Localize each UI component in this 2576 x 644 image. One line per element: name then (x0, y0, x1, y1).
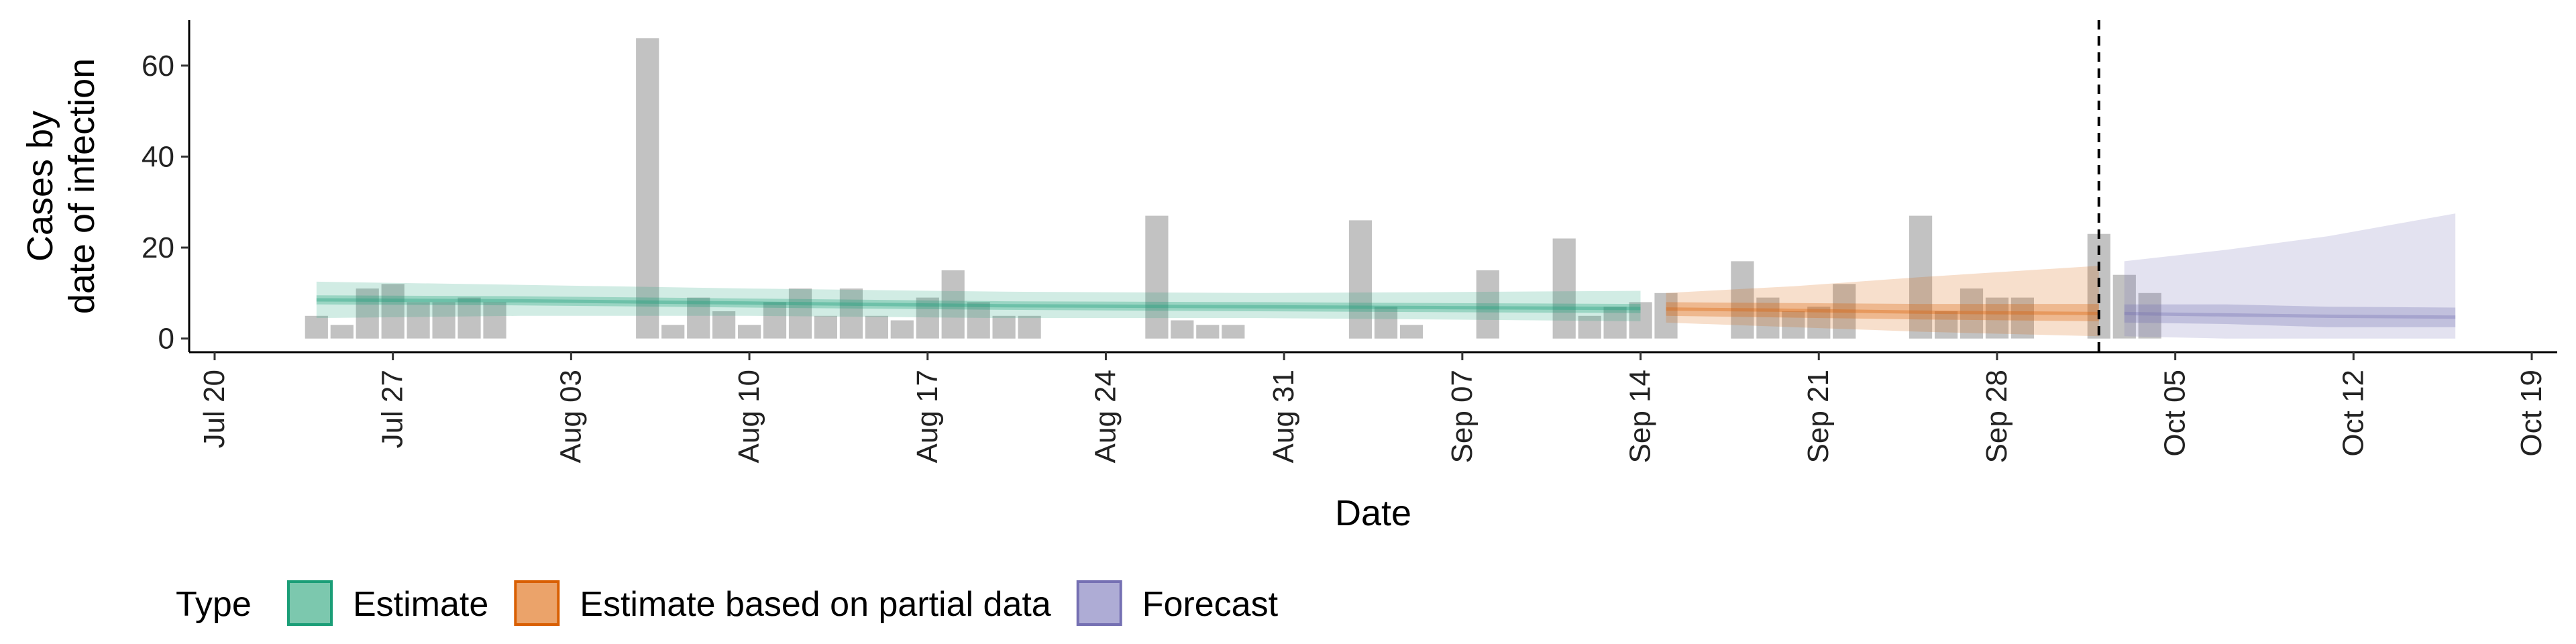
legend: Type Estimate Estimate based on partial da… (176, 580, 1279, 626)
bar (1018, 315, 1041, 339)
bar (1935, 311, 1958, 339)
bar (2010, 297, 2034, 339)
bar (330, 325, 354, 339)
y-axis-title-line: date of infection (62, 58, 102, 314)
y-axis-title: Cases by date of infection (20, 58, 102, 314)
bar (2138, 292, 2161, 339)
estimate-based-on-partial-data-ribbon-50 (1666, 302, 2099, 321)
estimate-ribbon-90 (316, 281, 1641, 321)
bar (1731, 261, 1754, 339)
bar (839, 288, 863, 339)
bar (712, 311, 736, 339)
bar (1654, 292, 1678, 339)
legend-title: Type (176, 585, 252, 624)
x-tick-label: Sep 07 (1446, 370, 1479, 463)
estimate-based-on-partial-data-median-line (1666, 307, 2099, 315)
bars-layer (305, 38, 2161, 339)
bar (1782, 311, 1805, 339)
bar (407, 302, 430, 339)
bar (1145, 215, 1169, 339)
axes: 0 20 40 60 Jul 20 Jul 27 Aug 03 Aug 10 Aug 17 Aug… (142, 20, 2557, 463)
bar (687, 297, 710, 339)
bar (1909, 215, 1933, 339)
bar (1171, 320, 1194, 339)
bar (1552, 238, 1576, 339)
x-tick-label: Jul 20 (198, 370, 231, 448)
bar (432, 302, 455, 339)
bar (356, 288, 379, 339)
y-tick-label: 40 (142, 140, 174, 173)
x-tick-label: Oct 05 (2159, 370, 2192, 457)
bar (814, 315, 837, 339)
x-tick-label: Sep 14 (1624, 370, 1657, 463)
x-tick-label: Aug 10 (733, 370, 765, 463)
bar (1960, 288, 1984, 339)
x-tick-label: Aug 17 (911, 370, 944, 463)
bar (1222, 325, 1245, 339)
bar (865, 315, 888, 339)
y-tick-label: 0 (158, 323, 174, 356)
x-tick-label: Jul 27 (376, 370, 409, 448)
x-tick-label: Aug 24 (1089, 370, 1122, 463)
bar (1196, 325, 1220, 339)
x-tick-label: Sep 28 (1980, 370, 2013, 463)
bar (1476, 270, 1499, 339)
y-tick-label: 20 (142, 231, 174, 264)
legend-swatch-estimate (287, 580, 333, 626)
forecast-ribbon-90 (2124, 213, 2456, 339)
ribbons-layer (316, 213, 2456, 339)
x-tick-label: Aug 03 (554, 370, 587, 463)
bar (788, 288, 812, 339)
estimate-median-line (316, 298, 1641, 311)
bar (458, 297, 481, 339)
y-tick-label: 60 (142, 50, 174, 83)
bar (1603, 307, 1627, 339)
bar (916, 297, 939, 339)
bar (636, 38, 659, 339)
bar (1833, 284, 1856, 339)
x-tick-label: Oct 19 (2515, 370, 2548, 457)
bar (1399, 325, 1424, 339)
bar (763, 302, 787, 339)
bar (1578, 315, 1601, 339)
legend-swatch-forecast (1076, 580, 1122, 626)
bar (1807, 307, 1831, 339)
bar (967, 302, 990, 339)
bar (1348, 220, 1373, 339)
estimate-ribbon-50 (316, 295, 1641, 313)
forecast-median-line (2124, 311, 2456, 319)
bar (890, 320, 914, 339)
bar (661, 325, 685, 339)
legend-label-estimate-based-on-partial-data: Estimate based on partial data (580, 585, 1051, 624)
bar (1629, 302, 1652, 339)
x-tick-label: Aug 31 (1267, 370, 1300, 463)
estimate-based-on-partial-data-ribbon-90 (1666, 266, 2099, 337)
x-axis-title: Date (1335, 493, 1411, 533)
bar (992, 315, 1016, 339)
x-tick-label: Sep 21 (1802, 370, 1835, 463)
legend-label-forecast: Forecast (1142, 585, 1279, 624)
bar (1985, 297, 2009, 339)
bar (483, 302, 506, 339)
bar (305, 315, 328, 339)
legend-label-estimate: Estimate (353, 585, 488, 624)
bar (381, 284, 405, 339)
bar (1374, 307, 1398, 339)
legend-swatch-estimate-based-on-partial-data (514, 580, 560, 626)
bar (2112, 274, 2136, 339)
y-axis-title-line: Cases by (20, 111, 60, 262)
bar (1756, 297, 1780, 339)
bar (941, 270, 965, 339)
bar (738, 325, 761, 339)
forecast-ribbon-50 (2124, 304, 2456, 327)
x-tick-label: Oct 12 (2337, 370, 2369, 457)
